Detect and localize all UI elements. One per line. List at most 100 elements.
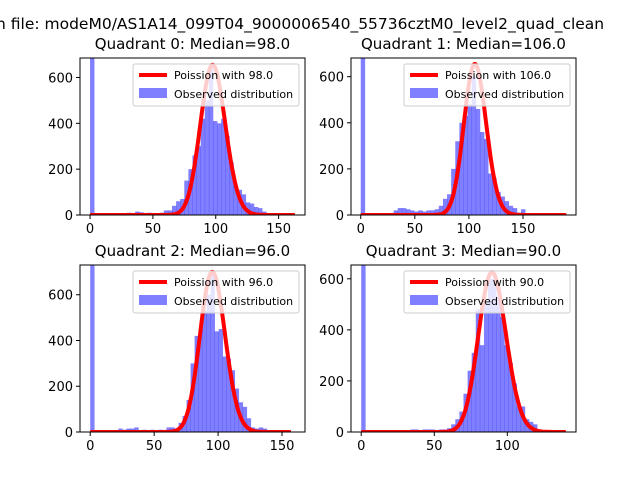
- histogram-bar: [230, 370, 236, 432]
- y-tick-label: 600: [48, 71, 73, 86]
- legend-label-poisson: Poission with 98.0: [174, 69, 273, 82]
- axes-frame: [79, 264, 306, 433]
- histogram-bar: [217, 123, 222, 215]
- y-tick-label: 400: [319, 117, 344, 132]
- histogram-bar: [459, 122, 464, 215]
- histogram-bar: [405, 209, 411, 215]
- histogram-bar: [471, 76, 477, 215]
- histogram-bar: [225, 135, 230, 215]
- histogram-bar: [467, 104, 473, 215]
- legend-patch-swatch: [410, 88, 438, 98]
- histogram-bar: [163, 210, 169, 215]
- histogram-bar: [198, 329, 203, 432]
- histogram-bar: [430, 210, 436, 215]
- histogram-bar: [393, 210, 399, 215]
- histogram-bar: [401, 208, 407, 215]
- histogram-bar: [172, 205, 177, 215]
- legend-patch-swatch: [139, 88, 167, 98]
- histogram-bar: [508, 363, 513, 432]
- histogram-bar: [186, 399, 191, 432]
- axes-frame: [350, 264, 577, 433]
- x-tick-label: 50: [145, 222, 162, 237]
- legend-label-observed: Observed distribution: [445, 88, 564, 101]
- histogram-bar: [258, 427, 264, 432]
- legend: Poission with 98.0 Observed distribution: [132, 63, 300, 107]
- legend-label-observed: Observed distribution: [445, 295, 564, 308]
- histogram-bar: [410, 210, 415, 215]
- y-tick-label: 0: [65, 209, 73, 224]
- y-tick-label: 200: [319, 375, 344, 390]
- histogram-bar: [194, 335, 199, 432]
- histogram-bar: [200, 118, 206, 215]
- histogram-bar: [438, 205, 444, 215]
- legend-patch-swatch: [410, 295, 438, 305]
- histogram-bar: [361, 265, 366, 432]
- y-tick-label: 600: [48, 289, 73, 304]
- legend-label-observed: Observed distribution: [174, 88, 293, 101]
- subplot-title: Quadrant 1: Median=106.0: [361, 35, 566, 53]
- histogram-bar: [208, 68, 214, 215]
- histogram-bar: [134, 427, 139, 432]
- y-tick-label: 200: [48, 163, 73, 178]
- histogram-bar: [90, 58, 95, 215]
- legend: Poission with 90.0 Observed distribution: [403, 270, 571, 314]
- y-tick-label: 0: [65, 426, 73, 441]
- poisson-curve: [360, 270, 567, 432]
- x-tick-label: 100: [203, 222, 228, 237]
- histogram-bar: [167, 210, 173, 215]
- legend: Poission with 106.0 Observed distribution: [403, 63, 571, 107]
- histogram-bar: [222, 356, 228, 432]
- legend-box: [132, 63, 300, 107]
- x-tick-label: 0: [86, 222, 94, 237]
- x-tick-label: 0: [357, 439, 365, 454]
- x-tick-label: 0: [86, 439, 94, 454]
- histogram-bar: [479, 132, 485, 215]
- x-tick-label: 100: [456, 222, 481, 237]
- legend-label-poisson: Poission with 96.0: [174, 276, 273, 289]
- legend-label-observed: Observed distribution: [174, 295, 293, 308]
- histogram-bar: [253, 206, 259, 215]
- x-tick-label: 150: [266, 222, 291, 237]
- histogram-bar: [249, 203, 255, 215]
- subplot-title: Quadrant 3: Median=90.0: [366, 242, 561, 260]
- y-tick-label: 600: [319, 71, 344, 86]
- histogram-bar: [475, 309, 481, 432]
- y-tick-label: 400: [48, 117, 73, 132]
- legend-box: [132, 270, 300, 314]
- subplot-quadrant-0: 0 50 100 150 0 200 400 600 Quadrant 0: Median=98…: [48, 35, 306, 237]
- histogram-bar: [512, 383, 517, 432]
- histogram-bar: [418, 210, 423, 215]
- histogram-bar: [226, 358, 232, 432]
- histogram-bar: [210, 271, 215, 432]
- histogram-bar: [426, 210, 431, 215]
- poisson-curve: [359, 62, 568, 215]
- legend-patch-swatch: [139, 295, 167, 305]
- legend-box: [403, 63, 571, 107]
- histogram-bar: [442, 198, 448, 215]
- subplots: 0 50 100 150 0 200 400 600 Quadrant 0: Median=98…: [48, 35, 577, 454]
- histogram-bar: [496, 296, 501, 432]
- y-tick-label: 400: [319, 324, 344, 339]
- legend: Poission with 96.0 Observed distribution: [132, 270, 300, 314]
- histogram-bar: [196, 146, 201, 215]
- subplot-quadrant-1: 0 50 100 150 0 200 400 600 Quadrant 1: Median=10…: [319, 35, 577, 237]
- histogram-bar: [218, 329, 223, 432]
- histogram-bar: [229, 162, 234, 215]
- histogram-bar: [475, 108, 481, 215]
- histogram-bar: [212, 121, 218, 215]
- y-tick-label: 0: [336, 209, 344, 224]
- x-tick-label: 150: [511, 222, 536, 237]
- axes-frame: [79, 57, 306, 216]
- histogram-bar: [206, 294, 211, 432]
- y-tick-label: 600: [319, 273, 344, 288]
- histogram-bar: [434, 209, 440, 215]
- y-tick-label: 400: [48, 334, 73, 349]
- histogram-bar: [512, 208, 518, 215]
- histogram-bar: [492, 178, 497, 215]
- histogram-bar: [488, 173, 493, 215]
- histogram-bar: [202, 310, 207, 432]
- histogram-bar: [204, 100, 210, 215]
- histogram-bar: [221, 118, 226, 215]
- legend-label-poisson: Poission with 90.0: [445, 276, 544, 289]
